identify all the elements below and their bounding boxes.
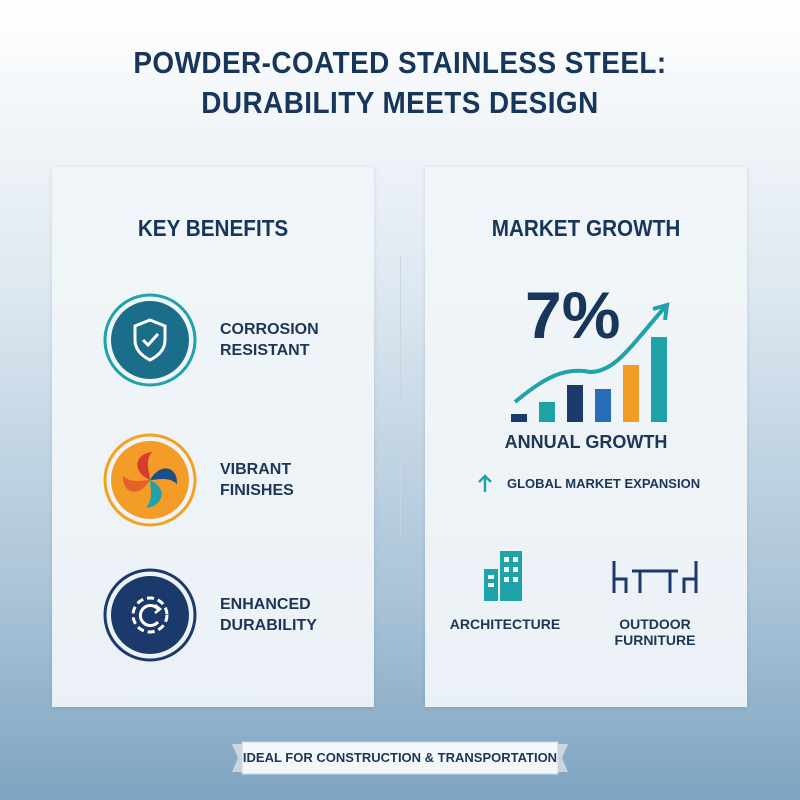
benefit-label: ENHANCED DURABILITY (220, 596, 317, 634)
panel-heading: MARKET GROWTH (491, 215, 681, 241)
application-label: ARCHITECTURE (449, 616, 561, 632)
stat-label: ANNUAL GROWTH (504, 432, 668, 452)
divider (400, 255, 401, 535)
stat: 7% (525, 278, 621, 352)
benefit-label: VIBRANT FINISHES (220, 461, 294, 499)
title: POWDER-COATED STAINLESS STEEL: (133, 45, 667, 80)
market-panel: MARKET GROWTH 7% ANNUAL GROWTH GLOBAL MA… (425, 167, 747, 707)
benefits-panel: KEY BENEFITS CORROSION RESISTANT VIBRANT… (52, 167, 374, 707)
title: DURABILITY MEETS DESIGN (201, 85, 599, 120)
gear-icon (103, 568, 197, 662)
panel-heading: KEY BENEFITS (137, 215, 289, 241)
furniture-icon (612, 561, 698, 593)
arrow-icon (478, 474, 492, 492)
banner-text: IDEAL FOR CONSTRUCTION & TRANSPORTATION (242, 750, 558, 765)
banner-ribbon (232, 741, 568, 775)
benefit-label: CORROSION RESISTANT (220, 321, 319, 359)
shield-icon (103, 293, 197, 387)
growth-graphic (511, 302, 670, 422)
application-label: OUTDOOR FURNITURE (614, 616, 696, 648)
finish-icon (103, 433, 197, 527)
note: GLOBAL MARKET EXPANSION (507, 476, 701, 491)
building-icon (484, 551, 522, 601)
